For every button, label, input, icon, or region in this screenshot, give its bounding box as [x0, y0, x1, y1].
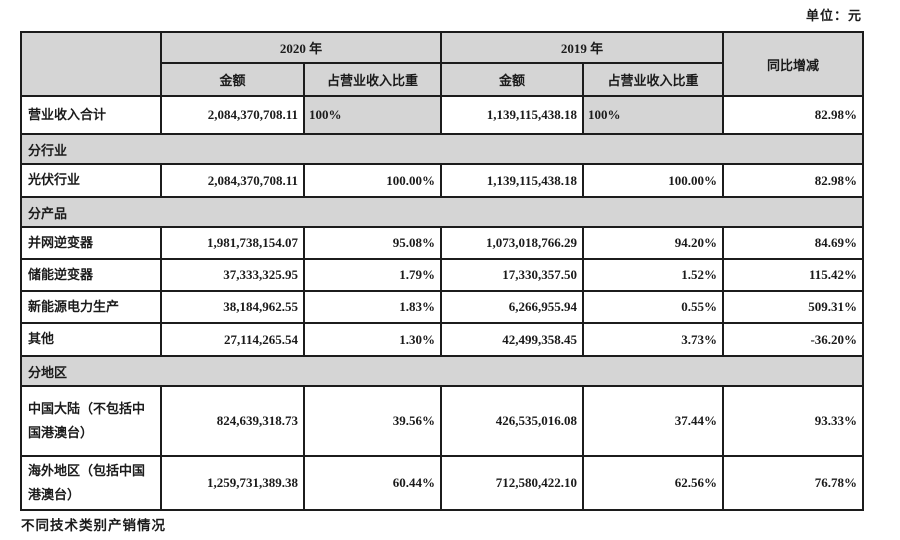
amount-2020-cell: 2,084,370,708.11 — [160, 163, 305, 198]
amount-2020-cell: 27,114,265.54 — [160, 322, 305, 357]
yoy-cell: 115.42% — [722, 258, 865, 292]
ratio-2019-cell: 100% — [582, 95, 725, 135]
yoy-cell: 509.31% — [722, 290, 865, 324]
amount-2020-cell: 2,084,370,708.11 — [160, 95, 305, 135]
table-row-storage-inverter: 储能逆变器 37,333,325.95 1.79% 17,330,357.50 … — [20, 258, 865, 292]
ratio-2019-cell: 0.55% — [582, 290, 725, 324]
row-label: 其他 — [20, 322, 162, 357]
row-label: 光伏行业 — [20, 163, 162, 198]
table-row-overseas: 海外地区（包括中国港澳台） 1,259,731,389.38 60.44% 71… — [20, 454, 865, 512]
amount-2019-cell: 1,139,115,438.18 — [440, 163, 585, 198]
row-label: 新能源电力生产 — [20, 290, 162, 324]
amount-2020-cell: 38,184,962.55 — [160, 290, 305, 324]
header-ratio-2019: 占营业收入比重 — [582, 62, 725, 97]
ratio-2020-cell: 39.56% — [302, 385, 443, 457]
ratio-2020-cell: 1.79% — [302, 258, 443, 292]
section-label: 分地区 — [19, 355, 865, 387]
yoy-cell: 82.98% — [722, 163, 865, 198]
section-row-region: 分地区 — [19, 355, 865, 387]
table-row-mainland-china: 中国大陆（不包括中国港澳台） 824,639,318.73 39.56% 426… — [20, 385, 865, 457]
unit-label: 单位：元 — [805, 8, 862, 23]
ratio-2020-cell: 1.83% — [302, 290, 443, 324]
row-label: 海外地区（包括中国港澳台） — [20, 454, 162, 512]
table-row-new-energy-power: 新能源电力生产 38,184,962.55 1.83% 6,266,955.94… — [20, 290, 865, 324]
yoy-cell: 84.69% — [722, 226, 865, 260]
amount-2019-cell: 17,330,357.50 — [440, 258, 585, 292]
ratio-2019-cell: 37.44% — [582, 385, 725, 457]
header-ratio-2020: 占营业收入比重 — [302, 62, 443, 97]
row-label: 并网逆变器 — [20, 226, 162, 260]
amount-2019-cell: 426,535,016.08 — [440, 385, 585, 457]
yoy-cell: 76.78% — [722, 454, 865, 512]
yoy-cell: 82.98% — [722, 95, 865, 135]
section-label: 分行业 — [19, 133, 865, 165]
section-row-product: 分产品 — [19, 196, 865, 228]
ratio-2019-cell: 62.56% — [582, 454, 725, 512]
ratio-2020-cell: 100.00% — [302, 163, 443, 198]
row-label: 中国大陆（不包括中国港澳台） — [20, 385, 162, 457]
amount-2020-cell: 37,333,325.95 — [160, 258, 305, 292]
ratio-2020-cell: 60.44% — [302, 454, 443, 512]
amount-2019-cell: 712,580,422.10 — [440, 454, 585, 512]
ratio-2020-cell: 1.30% — [302, 322, 443, 357]
footer-note: 不同技术类别产销情况 — [21, 518, 166, 533]
table-row-pv-industry: 光伏行业 2,084,370,708.11 100.00% 1,139,115,… — [20, 163, 865, 198]
header-yoy-change: 同比增减 — [722, 31, 865, 97]
amount-2019-cell: 1,139,115,438.18 — [440, 95, 585, 135]
ratio-2019-cell: 3.73% — [582, 322, 725, 357]
table-row-grid-inverter: 并网逆变器 1,981,738,154.07 95.08% 1,073,018,… — [20, 226, 865, 260]
corner-cell — [20, 31, 162, 97]
amount-2020-cell: 1,259,731,389.38 — [160, 454, 305, 512]
row-label: 储能逆变器 — [20, 258, 162, 292]
header-year-2020: 2020 年 — [159, 31, 443, 64]
amount-2020-cell: 824,639,318.73 — [160, 385, 305, 457]
header-year-2019: 2019 年 — [440, 31, 725, 64]
header-amount-2020: 金额 — [160, 62, 305, 97]
section-label: 分产品 — [19, 196, 865, 228]
ratio-2019-cell: 100.00% — [582, 163, 725, 198]
section-row-industry: 分行业 — [19, 133, 865, 165]
yoy-cell: 93.33% — [722, 385, 865, 457]
yoy-cell: -36.20% — [722, 322, 865, 357]
ratio-2019-cell: 94.20% — [582, 226, 725, 260]
header-amount-2019: 金额 — [440, 62, 585, 97]
amount-2019-cell: 1,073,018,766.29 — [440, 226, 585, 260]
ratio-2019-cell: 1.52% — [582, 258, 725, 292]
amount-2019-cell: 42,499,358.45 — [440, 322, 585, 357]
amount-2020-cell: 1,981,738,154.07 — [160, 226, 305, 260]
revenue-breakdown-table: 2020 年 2019 年 同比增减 金额 占营业收入比重 金额 占营业收入比重… — [19, 31, 865, 512]
revenue-table-container: 2020 年 2019 年 同比增减 金额 占营业收入比重 金额 占营业收入比重… — [19, 31, 865, 512]
row-label: 营业收入合计 — [20, 95, 162, 135]
amount-2019-cell: 6,266,955.94 — [440, 290, 585, 324]
table-row-other: 其他 27,114,265.54 1.30% 42,499,358.45 3.7… — [20, 322, 865, 357]
table-row-total: 营业收入合计 2,084,370,708.11 100% 1,139,115,4… — [20, 95, 865, 135]
ratio-2020-cell: 100% — [302, 95, 443, 135]
ratio-2020-cell: 95.08% — [302, 226, 443, 260]
